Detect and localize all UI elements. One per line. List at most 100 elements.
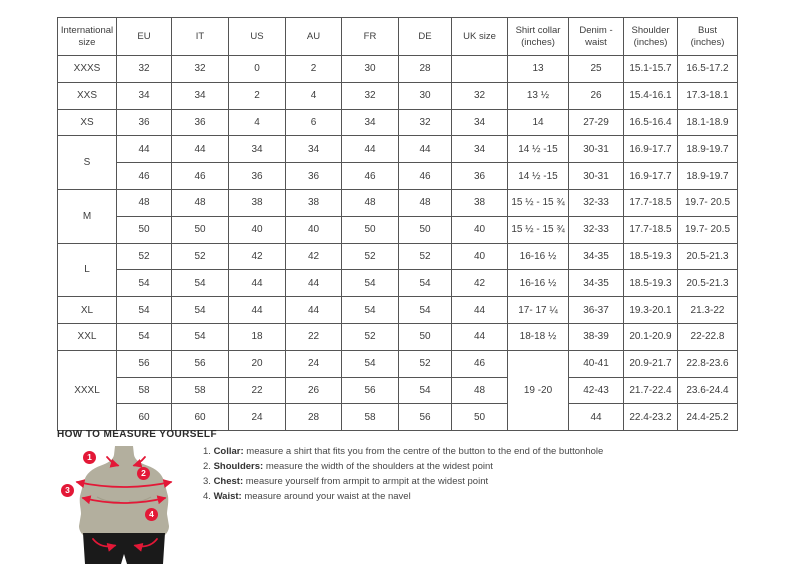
table-cell: 18.9-19.7 — [677, 135, 738, 164]
table-cell: 27-29 — [568, 108, 624, 137]
column-header: US — [228, 17, 286, 56]
table-row: XXXS 32 32 0 2 30 28 13 25 15.1-15.7 16.5-17.2 — [57, 55, 738, 83]
table-cell: M — [57, 188, 117, 244]
column-header: UK size — [451, 17, 508, 56]
table-cell: 32 — [398, 108, 452, 137]
table-cell: 44 — [341, 135, 399, 164]
table-cell: 44 — [285, 269, 342, 298]
table-row: XXL 54 54 18 22 52 50 44 18-18 ½ 38-39 20.1-20.9 22… — [57, 322, 738, 351]
measure-instruction: 1. Collar: measure a shirt that fits you… — [203, 446, 604, 457]
table-cell: 34-35 — [568, 269, 624, 298]
table-cell: 34 — [451, 135, 508, 164]
table-row: XS 36 36 4 6 34 32 34 14 27-29 16.5-16.4 18.1-18.9 — [57, 108, 738, 137]
measure-instruction-label: Shoulders: — [213, 460, 264, 472]
table-row: 58 58 22 26 56 54 48 42-43 21.7-22.4 23.6-24.4 — [58, 376, 738, 405]
table-cell: 2 — [285, 55, 342, 83]
table-cell: 36 — [228, 162, 286, 190]
table-row: L 52 52 42 42 52 52 40 16-16 ½ 34-35 18.5-19.3 20.5… — [57, 242, 738, 298]
table-cell: 17.3-18.1 — [677, 81, 738, 110]
table-cell: 36 — [451, 162, 508, 190]
table-cell: 48 — [398, 188, 452, 217]
table-cell: 34 — [171, 81, 229, 110]
table-cell: 48 — [451, 376, 508, 405]
table-cell: 38-39 — [568, 322, 624, 351]
table-cell: 54 — [398, 296, 452, 324]
table-cell: 17- 17 ¼ — [507, 296, 569, 324]
table-cell: 54 — [398, 269, 452, 298]
table-row: 54 54 44 44 54 54 42 16-16 ½ 34-35 18.5-19.3 20.5-… — [58, 269, 738, 298]
table-cell: 15.1-15.7 — [623, 55, 678, 83]
table-cell: 44 — [116, 135, 172, 164]
table-cell: 40 — [451, 215, 508, 244]
table-cell: 46 — [398, 162, 452, 190]
table-cell: 34 — [341, 108, 399, 137]
table-cell: 19.7- 20.5 — [677, 188, 738, 217]
table-cell: 6 — [285, 108, 342, 137]
table-cell: 42 — [451, 269, 508, 298]
table-cell: 17.7-18.5 — [623, 188, 678, 217]
table-cell: 19.3-20.1 — [623, 296, 678, 324]
table-cell: 21.3-22 — [677, 296, 738, 324]
measure-row: 1 2 3 4 1. Collar: measure a shirt that fit… — [57, 446, 757, 564]
table-cell: 32 — [116, 55, 172, 83]
table-cell: 16.9-17.7 — [623, 162, 678, 190]
table-cell: 19.7- 20.5 — [677, 215, 738, 244]
table-cell: 50 — [398, 215, 452, 244]
table-cell: 26 — [285, 376, 342, 405]
table-row: XXXL 56 56 20 24 54 52 46 19 -20 40-41 20.9-21.7 22… — [57, 349, 738, 432]
table-header-row: International size EU IT US AU FR DE UK size Shi… — [57, 17, 738, 56]
table-cell: 48 — [171, 188, 229, 217]
table-cell: 18-18 ½ — [507, 322, 569, 351]
table-cell: 50 — [341, 215, 399, 244]
figure-marker-1: 1 — [83, 451, 96, 464]
table-cell: 50 — [398, 322, 452, 351]
table-cell: 40 — [451, 242, 508, 271]
table-row: XL 54 54 44 44 54 54 44 17- 17 ¼ 36-37 19.3-20.1 21… — [57, 296, 738, 324]
table-cell: 23.6-24.4 — [677, 376, 738, 405]
table-cell: 16-16 ½ — [507, 242, 569, 271]
table-header: International size EU IT US AU FR DE UK size Shi… — [57, 17, 738, 56]
table-cell: 22.8-23.6 — [677, 349, 738, 378]
table-cell: 14 ½ -15 — [507, 162, 569, 190]
table-cell: 42 — [285, 242, 342, 271]
table-cell: 16.5-17.2 — [677, 55, 738, 83]
table-cell: 44 — [228, 296, 286, 324]
measure-instructions: 1. Collar: measure a shirt that fits you… — [203, 446, 603, 507]
table-cell: 13 — [507, 55, 569, 83]
table-cell: 15.4-16.1 — [623, 81, 678, 110]
measure-instruction: 4. Waist: measure around your waist at t… — [203, 490, 411, 502]
table-cell: 50 — [451, 403, 508, 432]
column-header: AU — [285, 17, 342, 56]
table-cell: 40 — [228, 215, 286, 244]
table-cell: 30 — [398, 81, 452, 110]
table-cell: 44 — [171, 135, 229, 164]
table-cell: 34 — [228, 135, 286, 164]
table-cell: 18.5-19.3 — [623, 242, 678, 271]
table-cell: 54 — [398, 376, 452, 405]
table-cell: 52 — [341, 242, 399, 271]
table-cell: 54 — [171, 322, 229, 351]
table-cell: 54 — [116, 296, 172, 324]
table-cell: 40-41 — [568, 349, 624, 378]
table-cell: XL — [57, 296, 117, 324]
column-header: DE — [398, 17, 452, 56]
table-cell: 48 — [341, 188, 399, 217]
table-cell: 32-33 — [568, 188, 624, 217]
measure-instruction-label: Chest: — [213, 475, 244, 487]
table-cell: 50 — [171, 215, 229, 244]
table-cell: 24 — [228, 403, 286, 432]
table-cell: 16-16 ½ — [507, 269, 569, 298]
table-cell: 56 — [116, 349, 172, 378]
table-cell: XS — [57, 108, 117, 137]
measure-section-title: HOW TO MEASURE YOURSELF — [57, 429, 217, 440]
torso-shape — [79, 446, 169, 564]
table-cell: 16.9-17.7 — [623, 135, 678, 164]
table-cell: 20.9-21.7 — [623, 349, 678, 378]
table-cell: 18.1-18.9 — [677, 108, 738, 137]
measure-instruction-label: Collar: — [213, 446, 244, 457]
table-cell: 22 — [285, 322, 342, 351]
table-cell: 24 — [285, 349, 342, 378]
table-cell: 34 — [285, 135, 342, 164]
table-row: XXS 34 34 2 4 32 30 32 13 ½ 26 15.4-16.1 17.3-18.1 — [57, 81, 738, 110]
table-cell: 22-22.8 — [677, 322, 738, 351]
